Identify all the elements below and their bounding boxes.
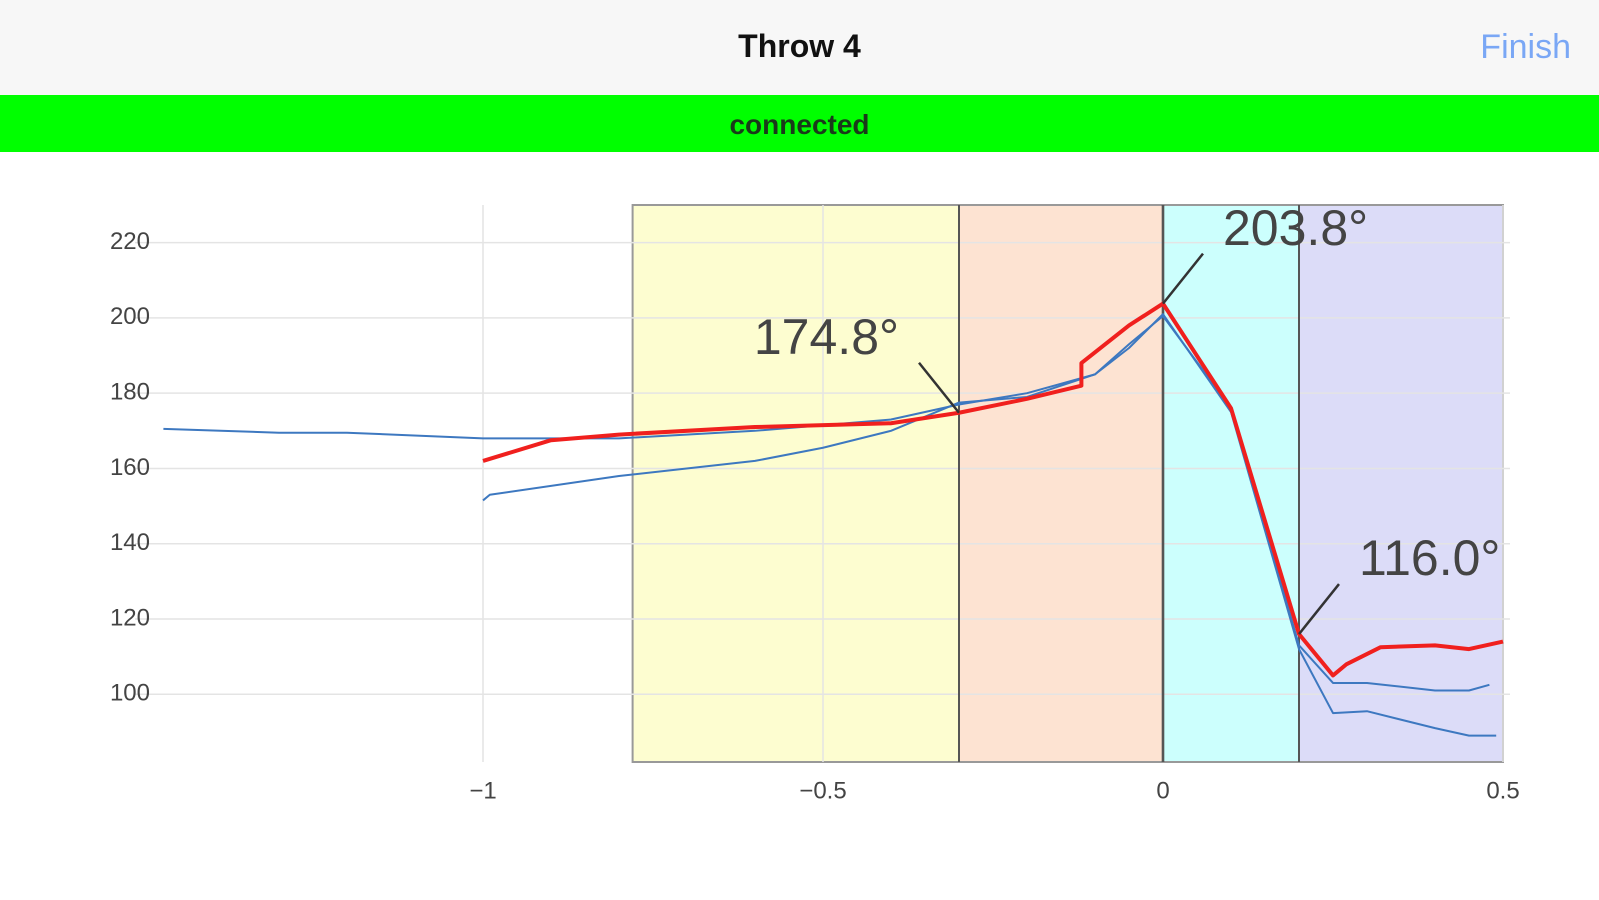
x-tick-label: −1 [469, 777, 496, 804]
x-tick-label: −0.5 [799, 777, 846, 804]
y-tick-label: 220 [110, 228, 150, 255]
y-tick-label: 120 [110, 604, 150, 631]
annotation-label: 174.8° [754, 309, 899, 365]
y-tick-label: 140 [110, 529, 150, 556]
annotation-arrow [1162, 252, 1204, 305]
phase-region [958, 204, 1164, 763]
phase-region [1298, 204, 1504, 763]
annotation-arrow [918, 361, 960, 414]
nav-bar: Throw 4 Finish [0, 0, 1599, 95]
status-bar: connected [0, 95, 1599, 152]
phase-region [1162, 204, 1300, 763]
x-tick-label: 0 [1156, 777, 1169, 804]
data-line [482, 301, 1504, 678]
annotation-label: 116.0° [1359, 530, 1500, 586]
x-tick-label: 0.5 [1486, 777, 1519, 804]
nav-title: Throw 4 [738, 28, 861, 64]
annotation-label: 203.8° [1223, 200, 1368, 256]
y-tick-label: 100 [110, 680, 150, 707]
phase-region [631, 204, 960, 763]
y-tick-label: 200 [110, 303, 150, 330]
annotation-arrow [1298, 583, 1340, 635]
y-tick-label: 180 [110, 379, 150, 406]
finish-button[interactable]: Finish [1480, 28, 1571, 66]
data-line [482, 313, 1497, 737]
y-tick-label: 160 [110, 454, 150, 481]
